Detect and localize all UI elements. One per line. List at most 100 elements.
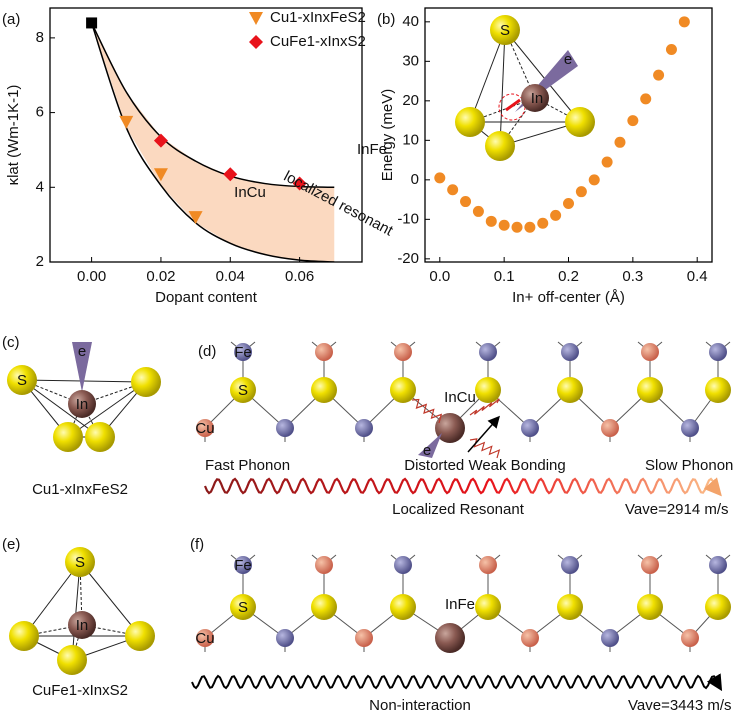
point (614, 136, 626, 148)
atom-chain (196, 554, 731, 653)
point (460, 196, 472, 208)
axes-frame (49, 7, 363, 263)
fe-atom (479, 343, 497, 361)
cu-atom (479, 556, 497, 574)
panel-label: (d) (198, 343, 216, 360)
y-tick-label: 2 (36, 253, 44, 270)
point (665, 43, 677, 55)
cu-atom (355, 629, 373, 647)
cu-atom (641, 343, 659, 361)
point (640, 93, 652, 105)
point (498, 219, 510, 231)
point (472, 205, 484, 217)
x-tick-label: 0.4 (687, 268, 708, 285)
panel-label: (a) (2, 11, 20, 28)
sulfur-atom (311, 377, 337, 403)
pointer-arrow (467, 415, 500, 453)
atom-label: e (78, 343, 86, 360)
caption: CuFe1-xInxS2 (32, 682, 128, 699)
electron-cone (72, 342, 92, 392)
bond (23, 561, 81, 637)
y-tick-label: 20 (402, 92, 419, 109)
bond (71, 561, 81, 661)
legend-label: CuFe1-xInxS2 (270, 33, 366, 50)
point (678, 16, 690, 28)
point (537, 217, 549, 229)
atom-label: Fe (234, 344, 252, 361)
y-tick-label: 8 (36, 29, 44, 46)
sulfur-atom (390, 377, 416, 403)
y-axis-title: κlat (Wm-1K-1) (5, 85, 22, 186)
fe-atom (681, 419, 699, 437)
shift-arrow (505, 98, 521, 112)
sulfur-atom (53, 422, 83, 452)
sulfur-atom (475, 594, 501, 620)
x-tick-label: 0.0 (429, 268, 450, 285)
sulfur-atom (490, 15, 520, 45)
atom-label: In (76, 617, 89, 634)
fe-atom (276, 629, 294, 647)
bond (499, 29, 506, 147)
sulfur-atom (565, 107, 595, 137)
x-tick-label: 0.00 (77, 268, 106, 285)
tetrahedron (9, 547, 155, 675)
x-tick-label: 0.06 (285, 268, 314, 285)
annotation: Vave=3443 m/s (628, 697, 732, 714)
x-axis-title: In+ off-center (Å) (512, 289, 625, 306)
sulfur-atom (455, 107, 485, 137)
atom-label: Cu (195, 420, 214, 437)
bond (504, 29, 581, 123)
point (550, 209, 562, 221)
annotation: Slow Phonon (645, 457, 733, 474)
electron-label: e (423, 442, 431, 459)
cu-atom (315, 556, 333, 574)
shaded-band (91, 22, 335, 262)
point (447, 184, 459, 196)
sulfur-atom (485, 131, 515, 161)
point (511, 221, 523, 233)
y-axis-title: Energy (meV) (379, 89, 396, 182)
tetrahedron (7, 342, 161, 452)
atom-label: In (76, 396, 89, 413)
annotation: Non-interaction (369, 697, 471, 714)
fe-atom (234, 556, 252, 574)
panel-label: (f) (190, 536, 204, 553)
bond (79, 561, 141, 637)
sulfur-atom (65, 547, 95, 577)
sulfur-atom (57, 645, 87, 675)
atom-label: S (75, 554, 85, 571)
legend-label: Cu1-xInxFeS2 (270, 9, 366, 26)
point (485, 215, 497, 227)
fe-atom (561, 343, 579, 361)
fe-atom (601, 629, 619, 647)
point (524, 221, 536, 233)
bond (67, 381, 147, 438)
y-tick-label: 4 (36, 178, 44, 195)
fe-atom (276, 419, 294, 437)
atom-label: S (238, 599, 248, 616)
point (153, 168, 168, 182)
inset: S In e (455, 15, 595, 161)
fe-atom (521, 419, 539, 437)
annotation: Vave=2914 m/s (625, 501, 729, 518)
annotation: Distorted Weak Bonding (404, 457, 565, 474)
point (86, 17, 98, 29)
x-tick-label: 0.04 (216, 268, 245, 285)
weak-bond (411, 398, 443, 424)
annotation: InCu (234, 184, 266, 201)
x-tick-label: 0.3 (622, 268, 643, 285)
x-axis-title: Dopant content (155, 289, 258, 306)
annotation: InFe (357, 141, 387, 158)
phonon-wave (191, 673, 723, 692)
fe-atom (234, 343, 252, 361)
y-tick-label: 10 (402, 131, 419, 148)
point (653, 69, 665, 81)
point (601, 156, 613, 168)
point (575, 186, 587, 198)
indium-atom (435, 623, 465, 653)
fe-atom (709, 556, 727, 574)
cu-atom (196, 419, 214, 437)
atom-chain (196, 341, 731, 443)
atom-label: S (238, 382, 248, 399)
inset-label: S (500, 22, 510, 39)
